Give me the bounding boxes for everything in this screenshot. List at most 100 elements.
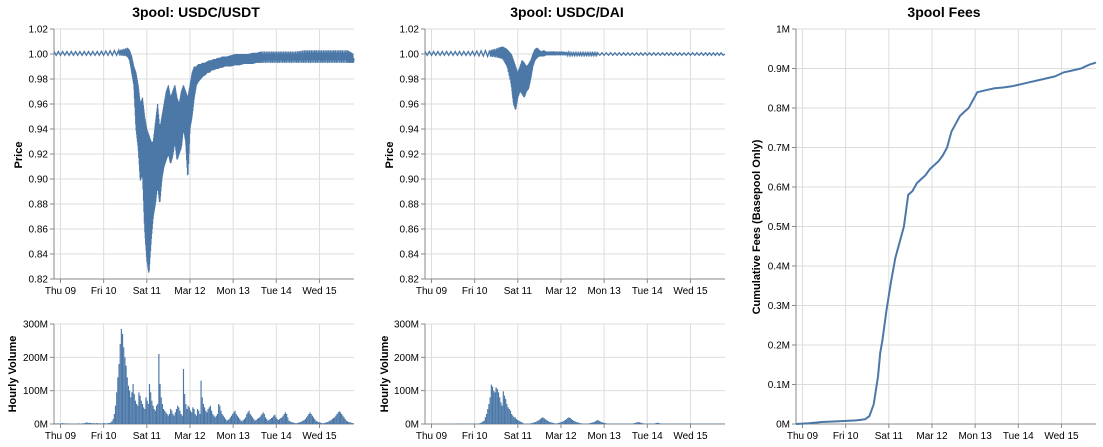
volume-bar	[345, 420, 347, 424]
volume-bar	[166, 414, 168, 424]
volume-bar	[268, 420, 270, 424]
volume-bar	[178, 407, 180, 424]
volume-bar	[182, 369, 185, 424]
volume-bar	[570, 419, 573, 424]
volume-bar	[219, 405, 221, 424]
volume-bar	[322, 423, 324, 424]
volume-bar	[235, 414, 237, 424]
volume-bar	[154, 410, 156, 424]
volume-bar	[242, 420, 244, 424]
y-tick-label: 1M	[776, 25, 790, 36]
volume-bar	[240, 420, 242, 424]
volume-bar	[574, 421, 576, 424]
fees-line	[795, 61, 1097, 425]
volume-bar	[304, 419, 306, 424]
y-tick-label: 0.82	[29, 275, 49, 286]
volume-bar	[538, 420, 540, 424]
volume-bar	[267, 420, 269, 424]
volume-bar	[294, 423, 296, 424]
volume-bar	[109, 423, 111, 424]
volume-bar	[277, 420, 279, 424]
volume-bar	[568, 417, 570, 424]
volume-bar	[112, 419, 114, 424]
volume-bar	[246, 414, 248, 424]
y-tick-label: 200M	[394, 353, 419, 364]
volume-bar	[642, 423, 644, 424]
volume-bar	[505, 399, 507, 424]
volume-bar	[640, 422, 642, 424]
volume-bar	[540, 418, 543, 424]
chart-title: 3pool: USDC/USDT	[132, 4, 260, 20]
volume-bar	[223, 417, 226, 424]
volume-bar	[120, 329, 122, 424]
volume-bar	[209, 405, 212, 424]
volume-bar	[348, 422, 350, 424]
volume-bar	[202, 404, 204, 424]
y-axis-title: Price	[384, 142, 396, 169]
volume-bar	[591, 422, 593, 424]
volume-bar	[188, 407, 190, 424]
y-tick-label: 0.90	[400, 175, 420, 186]
x-tick-label: Mon 13	[587, 431, 621, 442]
volume-bar	[207, 409, 209, 424]
volume-bar	[201, 397, 203, 424]
y-tick-label: 0.3M	[768, 301, 790, 312]
volume-bar	[110, 422, 112, 424]
volume-bar	[288, 420, 290, 424]
x-tick-label: Mar 12	[174, 286, 206, 297]
volume-bar	[185, 404, 187, 424]
x-tick-label: Thu 09	[416, 286, 448, 297]
volume-bar	[261, 414, 263, 424]
volume-bar	[544, 419, 546, 424]
volume-bar	[489, 397, 491, 424]
volume-bar	[532, 422, 534, 424]
volume-bar	[637, 422, 639, 424]
volume-bar	[536, 421, 538, 424]
volume-bar	[327, 422, 329, 424]
volume-bar	[488, 404, 490, 424]
chart-title: 3pool: USDC/DAI	[510, 4, 624, 20]
volume-bar	[161, 404, 163, 424]
volume-bar	[323, 423, 325, 424]
volume-bar	[507, 407, 509, 424]
volume-bar	[263, 414, 265, 424]
x-tick-label: Mar 12	[545, 431, 577, 442]
volume-bar	[271, 417, 274, 424]
volume-bar	[102, 423, 104, 424]
volume-bar	[577, 422, 580, 424]
volume-bar	[557, 423, 559, 424]
volume-bar	[537, 420, 539, 424]
volume-bar	[550, 422, 552, 424]
volume-bar	[600, 422, 602, 424]
x-tick-label: Thu 09	[45, 431, 77, 442]
volume-bar	[331, 419, 333, 424]
y-tick-label: 0.84	[29, 250, 49, 261]
volume-bar	[116, 392, 118, 424]
volume-bar	[494, 392, 496, 424]
volume-bar	[519, 421, 521, 424]
volume-bar	[130, 397, 132, 424]
volume-bar	[309, 412, 311, 424]
volume-bar	[141, 404, 144, 424]
volume-bar	[143, 407, 145, 424]
y-tick-label: 1.00	[400, 50, 420, 61]
volume-bar	[239, 419, 241, 424]
volume-bar	[341, 414, 343, 424]
panel-fees: 3pool Fees Cumulative Fees (Basepool Onl…	[751, 4, 1097, 442]
volume-bar	[241, 421, 243, 424]
y-tick-label: 0.98	[29, 75, 49, 86]
volume-bar	[543, 418, 545, 424]
volume-bar	[233, 412, 235, 424]
volume-bar	[491, 386, 494, 424]
volume-bar	[205, 410, 207, 424]
x-tick-label: Sat 11	[133, 286, 162, 297]
y-axis-title: Cumulative Fees (Basepool Only)	[751, 139, 763, 314]
volume-bar	[601, 422, 604, 424]
x-tick-label: Mon 13	[587, 286, 621, 297]
volume-bar	[129, 390, 131, 424]
x-tick-label: Tue 14	[1003, 431, 1034, 442]
volume-bar	[562, 421, 564, 424]
x-tick-label: Sat 11	[875, 431, 904, 442]
